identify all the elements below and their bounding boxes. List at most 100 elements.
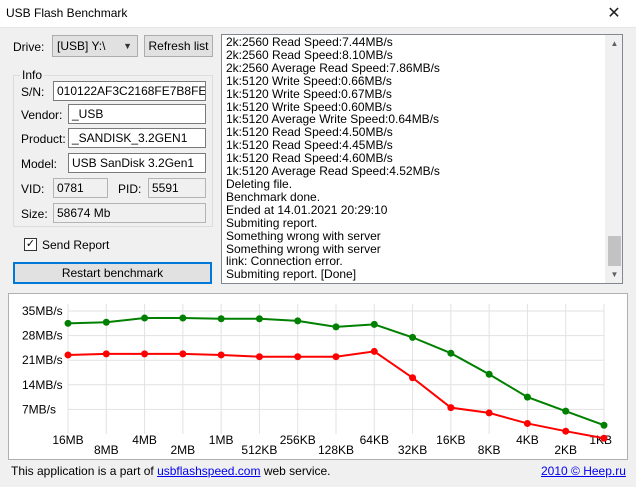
data-point bbox=[370, 347, 378, 355]
x-tick-label: 16MB bbox=[52, 433, 83, 447]
x-tick-label: 1KB bbox=[589, 433, 612, 447]
data-point bbox=[409, 374, 417, 382]
log-line: 1k:5120 Average Write Speed:0.64MB/s bbox=[226, 112, 440, 127]
vendor-field[interactable]: _USB bbox=[68, 104, 206, 124]
data-point bbox=[217, 315, 225, 323]
data-point bbox=[294, 353, 302, 361]
x-tick-label: 2MB bbox=[171, 443, 196, 457]
info-legend: Info bbox=[20, 68, 45, 82]
drive-select-value: [USB] Y:\ bbox=[57, 39, 106, 53]
data-point bbox=[600, 434, 608, 442]
footer-text-before: This application is a part of bbox=[11, 464, 158, 478]
checkmark-icon: ✓ bbox=[25, 238, 36, 250]
x-tick-label: 16KB bbox=[436, 433, 465, 447]
log-line: 1k:5120 Write Speed:0.66MB/s bbox=[226, 73, 392, 88]
x-tick-label: 32KB bbox=[398, 443, 427, 457]
log-line: 1k:5120 Read Speed:4.60MB/s bbox=[226, 151, 393, 166]
data-point bbox=[332, 323, 340, 331]
data-point bbox=[179, 314, 187, 322]
refresh-list-button[interactable]: Refresh list bbox=[144, 35, 213, 57]
log-line: Something wrong with server bbox=[226, 241, 381, 256]
vendor-label: Vendor: bbox=[21, 108, 63, 122]
log-line: Submiting report. [Done] bbox=[226, 267, 357, 282]
x-tick-label: 8MB bbox=[94, 443, 119, 457]
x-tick-label: 128KB bbox=[318, 443, 354, 457]
y-tick-label: 7MB/s bbox=[22, 402, 56, 416]
usbflashspeed-link[interactable]: usbflashspeed.com bbox=[157, 464, 261, 478]
data-point bbox=[64, 351, 72, 359]
log-scrollbar[interactable]: ▲ ▼ bbox=[605, 35, 622, 283]
data-point bbox=[332, 353, 340, 361]
x-tick-label: 8KB bbox=[478, 443, 501, 457]
log-line: 1k:5120 Write Speed:0.67MB/s bbox=[226, 86, 392, 101]
log-line: 1k:5120 Read Speed:4.45MB/s bbox=[226, 138, 393, 153]
x-tick-label: 64KB bbox=[360, 433, 389, 447]
product-field[interactable]: _SANDISK_3.2GEN1 bbox=[68, 128, 206, 148]
scroll-up-icon[interactable]: ▲ bbox=[610, 39, 619, 48]
data-point bbox=[179, 350, 187, 358]
data-point bbox=[141, 314, 149, 322]
restart-benchmark-button[interactable]: Restart benchmark bbox=[13, 262, 212, 284]
data-point bbox=[294, 317, 302, 325]
y-tick-label: 28MB/s bbox=[22, 329, 63, 343]
data-point bbox=[255, 353, 263, 361]
data-point bbox=[102, 318, 110, 326]
model-label: Model: bbox=[21, 157, 58, 171]
log-lines: 2k:2560 Read Speed:7.44MB/s 2k:2560 Read … bbox=[226, 36, 440, 281]
log-line: 2k:2560 Average Read Speed:7.86MB/s bbox=[226, 60, 440, 75]
copyright-link[interactable]: 2010 © Heep.ru bbox=[541, 464, 626, 478]
data-point bbox=[447, 349, 455, 357]
log-line: 2k:2560 Read Speed:8.10MB/s bbox=[226, 47, 393, 62]
data-point bbox=[485, 370, 493, 378]
log-line: Benchmark done. bbox=[226, 189, 321, 204]
footer-note: This application is a part of usbflashsp… bbox=[11, 464, 331, 478]
model-field[interactable]: USB SanDisk 3.2Gen1 bbox=[68, 153, 206, 173]
footer-text-after: web service. bbox=[260, 464, 331, 478]
x-tick-label: 2KB bbox=[554, 443, 577, 457]
data-point bbox=[102, 350, 110, 358]
y-tick-label: 35MB/s bbox=[22, 304, 63, 318]
data-point bbox=[141, 350, 149, 358]
log-line: Ended at 14.01.2021 20:29:10 bbox=[226, 202, 388, 217]
speed-chart: 35MB/s 28MB/s 21MB/s 14MB/s 7MB/s 16MB 8MB 4MB 2… bbox=[8, 293, 628, 460]
x-tick-label: 1MB bbox=[209, 433, 234, 447]
data-point bbox=[370, 320, 378, 328]
speed-chart-svg: 35MB/s 28MB/s 21MB/s 14MB/s 7MB/s 16MB 8MB 4MB 2… bbox=[22, 304, 612, 457]
pid-field: 5591 bbox=[148, 178, 206, 198]
data-point bbox=[64, 319, 72, 327]
vid-label: VID: bbox=[21, 182, 45, 196]
data-point bbox=[255, 315, 263, 323]
data-point bbox=[562, 407, 570, 415]
window-title: USB Flash Benchmark bbox=[6, 6, 128, 20]
title-bar: USB Flash Benchmark ✕ bbox=[0, 0, 636, 28]
data-point bbox=[217, 351, 225, 359]
chevron-down-icon: ▼ bbox=[123, 41, 132, 51]
x-tick-label: 4KB bbox=[516, 433, 539, 447]
size-field: 58674 Mb bbox=[53, 203, 206, 223]
log-line: 1k:5120 Read Speed:4.50MB/s bbox=[226, 125, 393, 140]
data-point bbox=[600, 421, 608, 429]
log-line: 1k:5120 Average Read Speed:4.52MB/s bbox=[226, 164, 440, 179]
data-point bbox=[485, 409, 493, 417]
size-label: Size: bbox=[21, 207, 48, 221]
log-textarea[interactable]: 2k:2560 Read Speed:7.44MB/s 2k:2560 Read … bbox=[221, 34, 623, 284]
y-tick-label: 14MB/s bbox=[22, 378, 63, 392]
log-line: Submiting report. bbox=[226, 215, 318, 230]
data-point bbox=[409, 333, 417, 341]
scroll-thumb[interactable] bbox=[608, 236, 621, 266]
log-line: Deleting file. bbox=[226, 176, 293, 191]
data-point bbox=[562, 427, 570, 435]
send-report-checkbox[interactable]: ✓ bbox=[24, 238, 37, 251]
drive-select[interactable]: [USB] Y:\ ▼ bbox=[52, 35, 138, 57]
info-groupbox bbox=[13, 75, 213, 227]
close-icon[interactable]: ✕ bbox=[607, 5, 621, 22]
x-tick-label: 256KB bbox=[280, 433, 316, 447]
scroll-down-icon[interactable]: ▼ bbox=[610, 270, 619, 279]
x-tick-label: 4MB bbox=[132, 433, 157, 447]
y-tick-label: 21MB/s bbox=[22, 353, 63, 367]
sn-field[interactable]: 010122AF3C2168FE7B8FEDF2 bbox=[53, 81, 206, 101]
send-report-label[interactable]: Send Report bbox=[42, 238, 110, 252]
data-point bbox=[447, 404, 455, 412]
vid-field: 0781 bbox=[53, 178, 108, 198]
sn-label: S/N: bbox=[21, 85, 45, 99]
